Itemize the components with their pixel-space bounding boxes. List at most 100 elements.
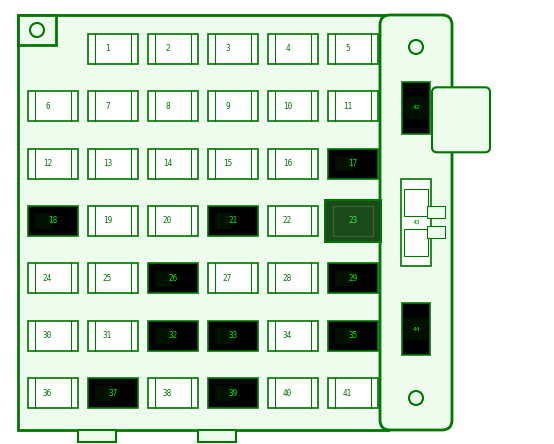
Text: 5: 5 xyxy=(345,44,350,53)
Text: 41: 41 xyxy=(343,389,352,398)
Text: 11: 11 xyxy=(343,102,352,111)
Text: 26: 26 xyxy=(168,274,178,283)
Bar xyxy=(95,385,114,401)
Bar xyxy=(208,263,258,293)
Text: 7: 7 xyxy=(105,102,110,111)
FancyBboxPatch shape xyxy=(432,87,490,152)
Text: 42: 42 xyxy=(412,106,420,111)
Text: 1: 1 xyxy=(105,44,110,53)
Bar xyxy=(401,179,431,266)
Text: 39: 39 xyxy=(228,389,238,398)
Bar xyxy=(335,271,353,286)
Bar xyxy=(28,149,78,178)
Text: 29: 29 xyxy=(348,274,358,283)
Bar xyxy=(208,34,258,63)
Bar xyxy=(148,149,198,178)
Text: 14: 14 xyxy=(163,159,172,168)
Text: 10: 10 xyxy=(283,102,292,111)
Text: 12: 12 xyxy=(43,159,52,168)
Text: 13: 13 xyxy=(103,159,112,168)
Text: 43: 43 xyxy=(412,220,420,225)
Bar xyxy=(155,271,173,286)
Bar xyxy=(329,378,378,408)
Bar xyxy=(215,328,233,344)
Bar xyxy=(268,378,317,408)
Bar xyxy=(148,34,198,63)
Bar xyxy=(18,15,56,45)
Text: 40: 40 xyxy=(283,389,292,398)
Text: 24: 24 xyxy=(43,274,52,283)
Bar xyxy=(148,206,198,236)
Text: 28: 28 xyxy=(283,274,292,283)
Bar xyxy=(428,206,445,218)
Text: 17: 17 xyxy=(348,159,358,168)
Text: 9: 9 xyxy=(225,102,230,111)
Text: 4: 4 xyxy=(285,44,290,53)
Bar xyxy=(148,263,198,293)
Bar xyxy=(89,321,137,351)
Bar xyxy=(35,213,54,229)
Bar xyxy=(335,156,353,171)
Text: 35: 35 xyxy=(348,331,358,341)
Text: 38: 38 xyxy=(163,389,172,398)
Bar xyxy=(18,15,388,430)
Bar xyxy=(148,91,198,121)
Text: 19: 19 xyxy=(103,217,112,226)
Bar xyxy=(402,303,430,355)
Bar xyxy=(208,91,258,121)
Bar xyxy=(329,321,378,351)
Bar xyxy=(268,321,317,351)
Bar xyxy=(89,263,137,293)
Bar xyxy=(268,263,317,293)
Bar xyxy=(148,321,198,351)
Text: 23: 23 xyxy=(348,217,358,226)
Bar xyxy=(148,378,198,408)
Bar xyxy=(325,200,381,242)
Bar xyxy=(329,149,378,178)
Bar xyxy=(402,82,430,134)
Text: 2: 2 xyxy=(165,44,170,53)
Bar xyxy=(198,430,236,442)
Bar xyxy=(28,91,78,121)
Text: 18: 18 xyxy=(48,217,58,226)
Bar xyxy=(208,206,258,236)
Bar xyxy=(404,229,428,256)
Text: 8: 8 xyxy=(165,102,170,111)
Bar xyxy=(89,378,137,408)
Text: 22: 22 xyxy=(283,217,292,226)
Bar xyxy=(89,34,137,63)
Text: 25: 25 xyxy=(103,274,112,283)
Bar xyxy=(215,385,233,401)
Bar xyxy=(78,430,116,442)
Text: 20: 20 xyxy=(163,217,172,226)
Bar xyxy=(404,189,428,217)
Text: 3: 3 xyxy=(225,44,230,53)
Bar xyxy=(215,213,233,229)
Text: 21: 21 xyxy=(228,217,238,226)
Bar xyxy=(406,318,427,340)
Text: 30: 30 xyxy=(43,331,52,341)
Bar xyxy=(89,91,137,121)
Text: 16: 16 xyxy=(283,159,292,168)
Text: 27: 27 xyxy=(223,274,232,283)
Bar xyxy=(428,226,445,238)
Bar xyxy=(268,149,317,178)
Bar xyxy=(28,321,78,351)
Text: 6: 6 xyxy=(45,102,50,111)
Bar xyxy=(335,328,353,344)
Bar xyxy=(28,263,78,293)
Bar xyxy=(89,149,137,178)
Text: 33: 33 xyxy=(228,331,238,341)
Bar xyxy=(329,91,378,121)
Text: 36: 36 xyxy=(43,389,52,398)
Bar xyxy=(329,263,378,293)
Text: 34: 34 xyxy=(283,331,292,341)
Bar xyxy=(28,378,78,408)
Text: 31: 31 xyxy=(103,331,112,341)
Bar xyxy=(268,206,317,236)
Text: 15: 15 xyxy=(223,159,232,168)
Bar xyxy=(268,91,317,121)
Bar xyxy=(329,34,378,63)
Bar xyxy=(89,206,137,236)
FancyBboxPatch shape xyxy=(380,15,452,430)
